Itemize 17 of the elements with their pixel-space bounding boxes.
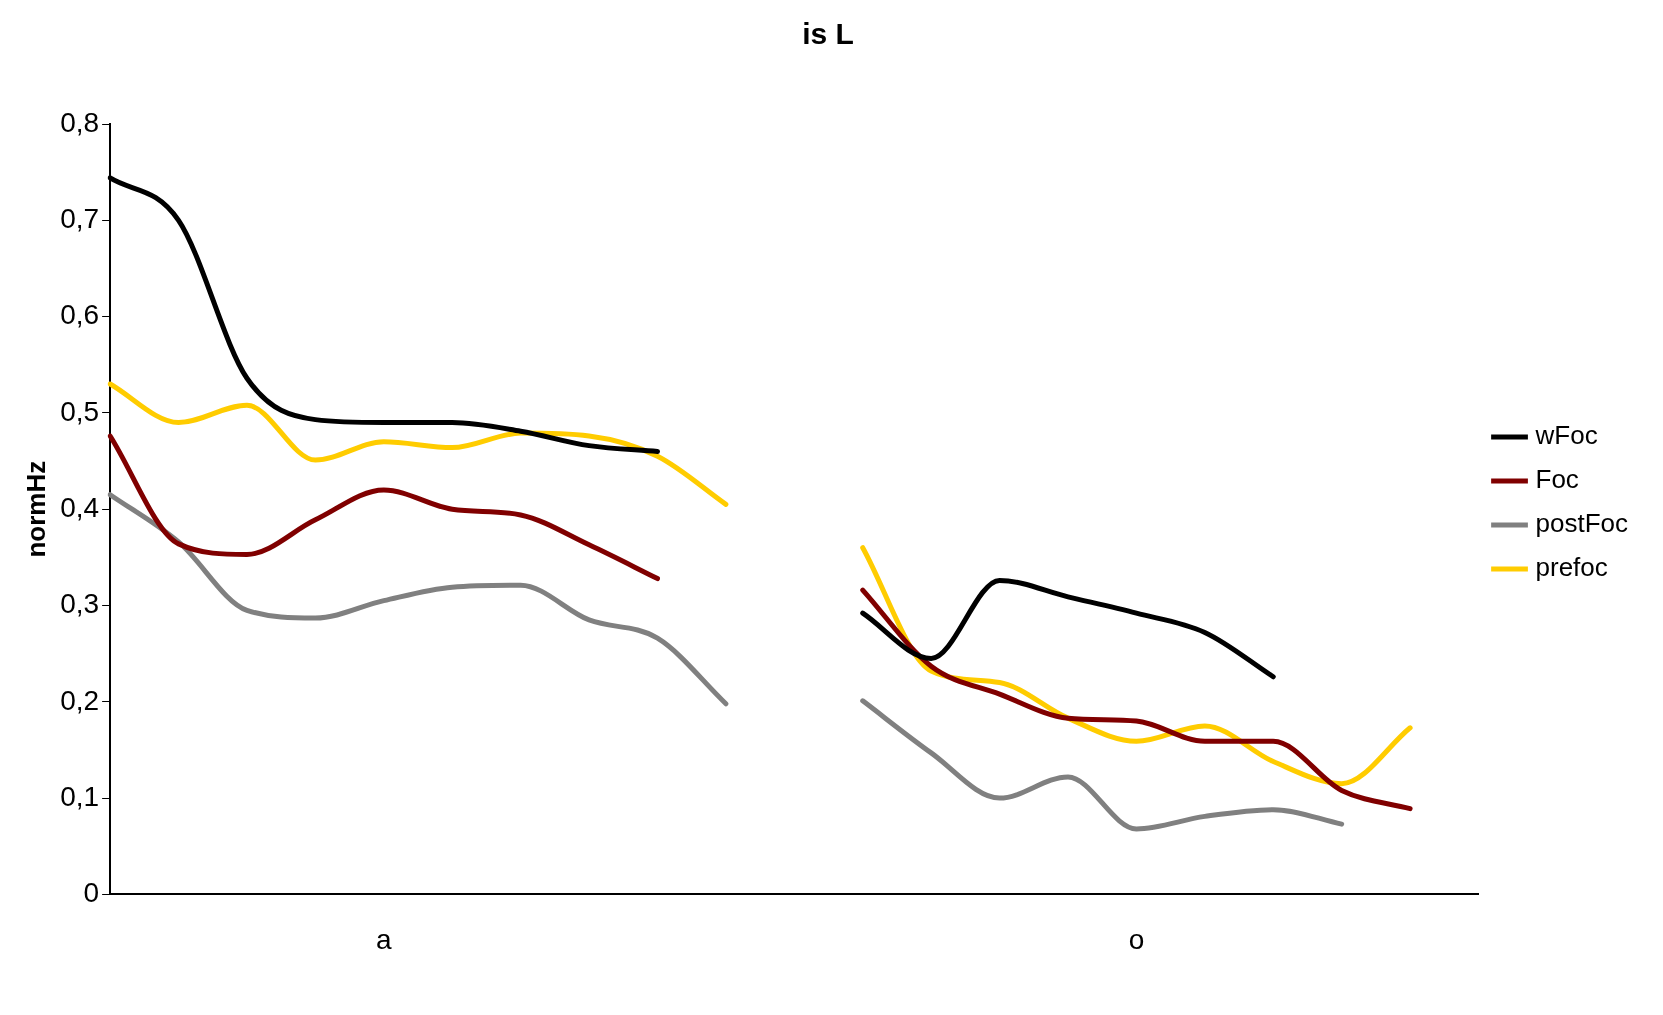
y-tick-label: 0,3: [60, 588, 100, 620]
y-tick-label: 0,1: [60, 780, 100, 812]
y-tick-label: 0,6: [60, 299, 100, 331]
x-tick-label: o: [1128, 923, 1145, 955]
y-tick-label: 0,4: [60, 491, 100, 523]
x-tick-label: a: [376, 923, 393, 955]
legend-label: postFoc: [1535, 508, 1629, 539]
y-tick-label: 0,2: [60, 684, 100, 716]
legend-label: prefoc: [1535, 552, 1608, 583]
y-tick-label: 0: [83, 877, 100, 909]
legend-label: Foc: [1535, 464, 1579, 495]
y-tick-label: 0,5: [60, 395, 100, 427]
y-tick-label: 0,7: [60, 203, 100, 235]
y-axis-title: normHz: [20, 460, 51, 558]
legend-label: wFoc: [1534, 420, 1598, 451]
chart-title: is L: [802, 17, 854, 51]
y-tick-label: 0,8: [60, 106, 100, 138]
